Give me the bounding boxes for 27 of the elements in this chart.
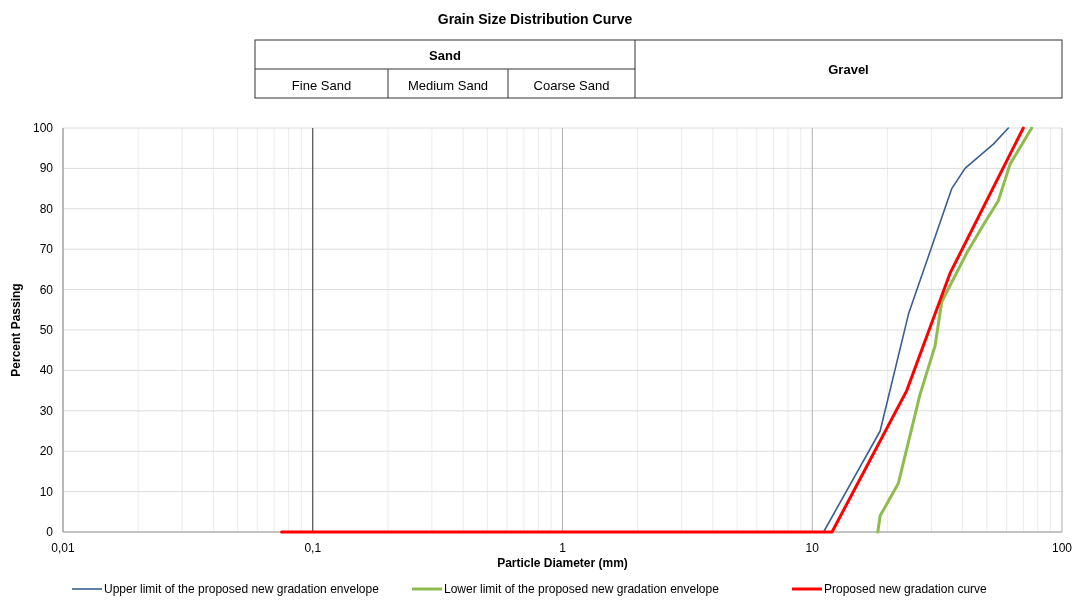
- x-tick-label: 1: [559, 541, 567, 555]
- y-tick-label: 30: [39, 403, 54, 418]
- y-tick-label: 40: [39, 363, 54, 378]
- x-tick-label: 0,01: [51, 541, 75, 555]
- text: Fine Sand: [291, 78, 352, 93]
- x-tick-label: 100: [1051, 541, 1073, 555]
- x-tick-label: 0,1: [304, 541, 322, 555]
- legend-label: Lower limit of the proposed new gradation envelope: [444, 582, 720, 596]
- chart-title: Grain Size Distribution Curve: [437, 11, 633, 27]
- text: Medium Sand: [407, 78, 489, 93]
- y-tick-label: 20: [39, 444, 54, 459]
- text: Sand: [429, 48, 461, 63]
- y-tick-label: 90: [39, 161, 54, 176]
- x-axis-title: Particle Diameter (mm): [497, 556, 628, 570]
- y-tick-label: 0: [46, 525, 54, 539]
- y-tick-label: 50: [39, 323, 54, 337]
- y-tick-label: 70: [39, 242, 54, 257]
- y-axis-title: Percent Passing: [9, 283, 23, 377]
- text: Coarse Sand: [533, 78, 610, 93]
- y-tick-label: 60: [39, 282, 54, 297]
- y-tick-label: 80: [39, 201, 54, 216]
- y-tick-label: 10: [39, 484, 54, 499]
- legend-label: Upper limit of the proposed new gradation envelope: [104, 582, 380, 596]
- x-tick-label: 10: [805, 541, 820, 555]
- y-tick-label: 100: [32, 121, 54, 135]
- legend-label: Proposed new gradation curve: [824, 582, 988, 596]
- text: Gravel: [828, 62, 869, 77]
